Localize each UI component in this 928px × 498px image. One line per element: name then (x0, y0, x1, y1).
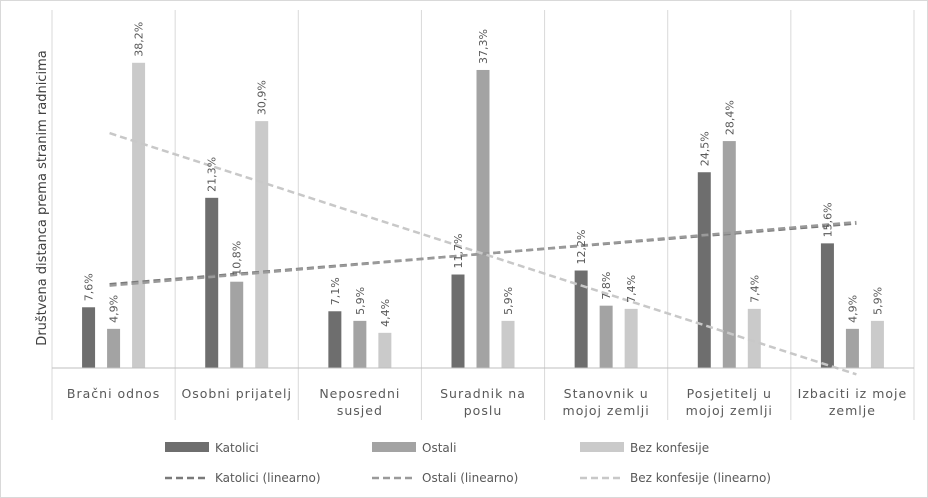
category-tick-label: Suradnik na (440, 386, 526, 401)
data-label: 5,9% (871, 287, 884, 315)
data-label: 12,2% (575, 230, 588, 265)
bar-4-3 (501, 320, 515, 368)
data-label: 7,4% (748, 275, 761, 303)
data-label: 7,4% (625, 275, 638, 303)
data-label: 4,9% (108, 295, 121, 323)
category-tick-label: Osobni prijatelj (181, 386, 292, 401)
trendline-2 (109, 220, 857, 287)
bar-6-2 (722, 141, 736, 368)
category-tick-labels: Bračni odnos Osobni prijatelj Neposredni su… (67, 386, 908, 418)
bar-4-2 (476, 69, 490, 369)
data-label: 37,3% (477, 29, 490, 64)
trendline-3 (109, 131, 857, 376)
bar-2-2 (230, 281, 244, 368)
bar-7-3 (870, 320, 884, 368)
legend-label: Katolici (linearno) (215, 471, 321, 485)
legend-swatch (580, 442, 624, 452)
data-label: 38,2% (133, 22, 146, 57)
data-label: 28,4% (723, 100, 736, 135)
data-label: 15,6% (821, 202, 834, 237)
category-tick-label: mojoj zemlji (563, 403, 650, 418)
bar-5-3 (624, 308, 638, 368)
data-label: 4,4% (379, 299, 392, 327)
legend-swatch (372, 442, 416, 452)
data-label: 21,3% (206, 157, 219, 192)
bar-7-1 (820, 243, 834, 368)
data-label: 24,5% (698, 131, 711, 166)
data-label: 5,9% (502, 287, 515, 315)
category-tick-label: Neposredni (319, 386, 400, 401)
bar-1-3 (132, 62, 146, 368)
data-label: 7,8% (600, 272, 613, 300)
bar-3-2 (353, 320, 367, 368)
data-labels-group: 7,6% 21,3% 7,1% 11,7% 12,2% 24,5% 15,6% 4,9% 10,… (83, 22, 885, 327)
bar-3-3 (378, 332, 392, 368)
bar-3-1 (328, 311, 342, 368)
category-tick-label: mojoj zemlji (686, 403, 773, 418)
bars-group (82, 62, 884, 369)
legend-label: Katolici (215, 441, 259, 455)
bar-4-1 (451, 274, 465, 368)
y-axis-label: Društvena distanca prema stranim radnici… (35, 50, 50, 345)
legend-label: Ostali (linearno) (422, 471, 518, 485)
data-label: 7,1% (329, 277, 342, 305)
legend-label: Bez konfesije (630, 441, 709, 455)
category-tick-label: susjed (337, 403, 383, 418)
trendlines-group (109, 131, 857, 376)
category-tick-label: Posjetitelj u (687, 386, 772, 401)
category-tick-label: poslu (464, 403, 503, 418)
legend-swatch (165, 442, 209, 452)
bar-1-2 (107, 328, 121, 368)
category-tick-label: zemlje (829, 403, 876, 418)
legend: Katolici Ostali Bez konfesije Katolici (lin… (165, 441, 771, 485)
category-tick-label: Bračni odnos (67, 386, 160, 401)
data-label: 10,8% (231, 241, 244, 276)
bar-1-1 (82, 307, 96, 368)
bar-6-3 (747, 308, 761, 368)
bar-2-3 (255, 121, 269, 368)
category-tick-label: Izbaciti iz moje (798, 386, 908, 401)
legend-label: Bez konfesije (linearno) (630, 471, 771, 485)
category-separators (51, 10, 915, 420)
bar-2-1 (205, 197, 219, 368)
category-tick-label: Stanovnik u (564, 386, 649, 401)
bar-6-1 (697, 172, 711, 368)
bar-5-2 (599, 305, 613, 368)
bar-5-1 (574, 270, 588, 368)
bar-7-2 (845, 328, 859, 368)
data-label: 5,9% (354, 287, 367, 315)
data-label: 30,9% (256, 80, 269, 115)
data-label: 11,7% (452, 234, 465, 269)
legend-label: Ostali (422, 441, 456, 455)
data-label: 4,9% (846, 295, 859, 323)
data-label: 7,6% (83, 273, 96, 301)
